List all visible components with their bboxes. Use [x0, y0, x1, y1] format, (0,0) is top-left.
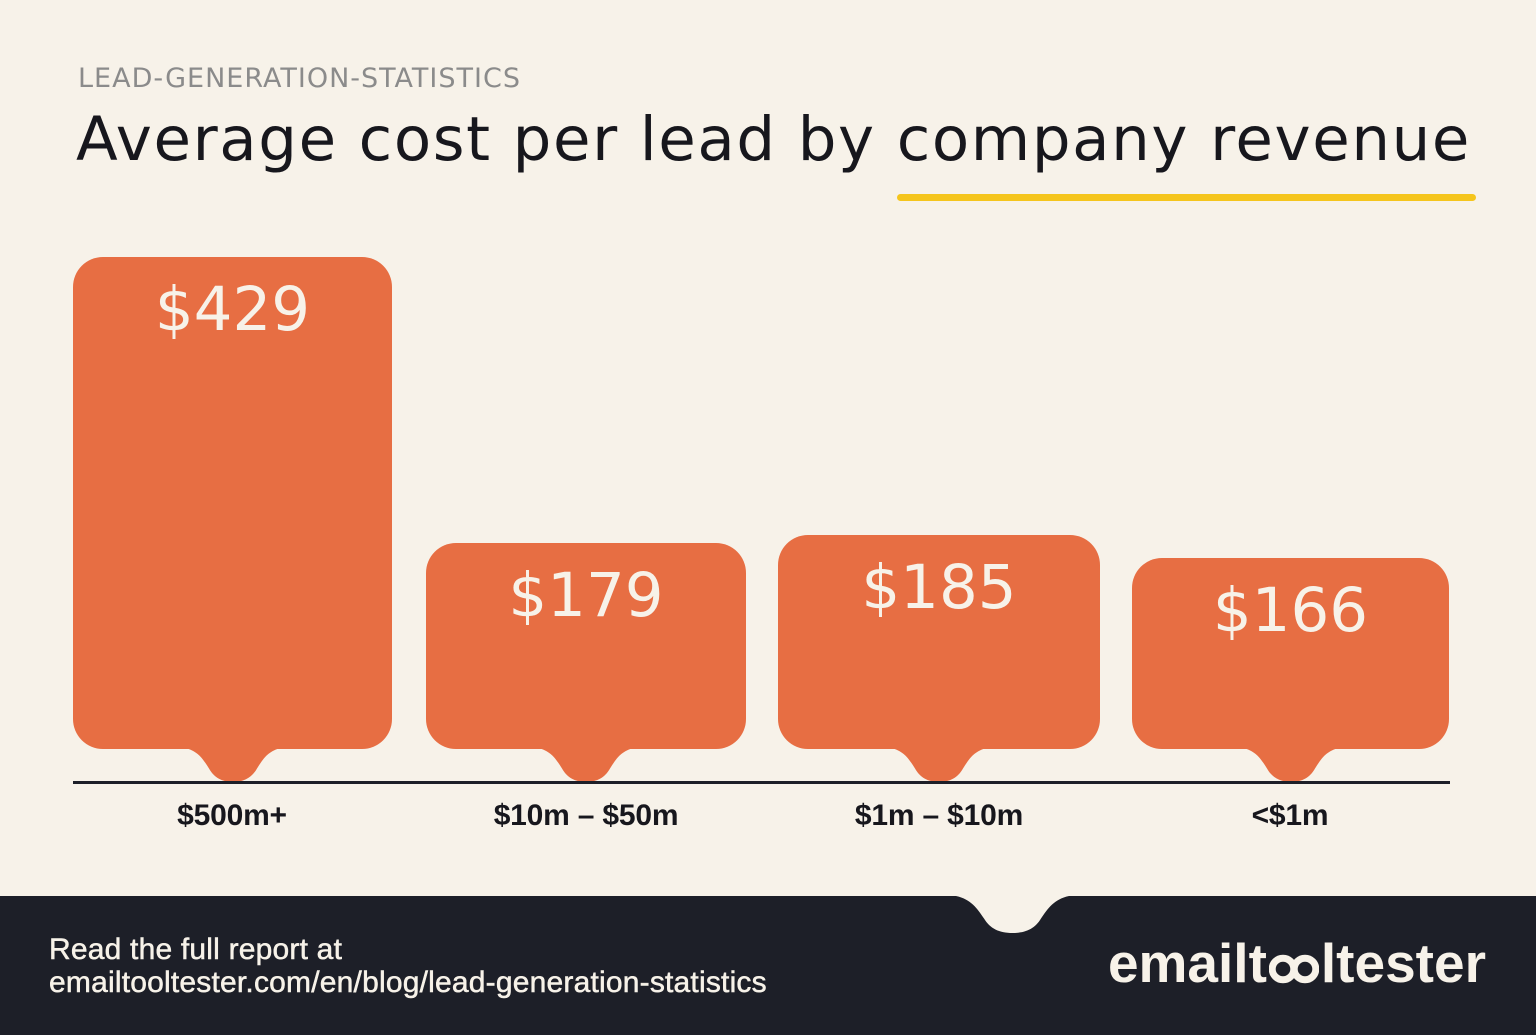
bar-tail-pointer [184, 748, 281, 782]
report-line1: Read the full report at [49, 933, 343, 967]
bar-value-label: $166 [1212, 575, 1369, 646]
title-prefix: Average cost per lead by [76, 104, 897, 175]
bar-10m-50m: $179 [426, 543, 746, 782]
bar-under-1m: $166 [1132, 558, 1449, 782]
report-link-text[interactable]: Read the full report at emailtooltester.c… [49, 933, 767, 1000]
category-label-1m-10m: $1m – $10m [854, 799, 1024, 832]
footer-notch-pointer [956, 896, 1069, 933]
bar-1m-10m: $185 [778, 535, 1100, 782]
x-axis-line [73, 781, 1450, 784]
category-label-under-1m: <$1m [1251, 799, 1329, 832]
bar-value-label: $429 [154, 274, 311, 345]
page-title: Average cost per lead by company revenue [76, 109, 1471, 170]
title-highlight-underlined: company revenue [896, 104, 1472, 175]
logo-text-prefix: emailt [1107, 932, 1267, 994]
category-label-500m-plus: $500m+ [177, 799, 287, 832]
bar-tail-pointer [538, 748, 634, 782]
bar-value-label: $179 [508, 560, 664, 631]
bar-tail-pointer [1242, 748, 1339, 782]
bar-tail-pointer [891, 748, 987, 782]
bar-value-label: $185 [861, 552, 1017, 623]
logo-text-suffix: ltester [1320, 932, 1486, 994]
eyebrow-label: LEAD-GENERATION-STATISTICS [78, 63, 521, 94]
logo-infinity-oo-icon [1268, 954, 1320, 984]
bar-500m-plus: $429 [73, 257, 392, 782]
report-line2: emailtooltester.com/en/blog/lead-generat… [49, 966, 767, 1000]
emailtooltester-logo[interactable]: emailt ltester [1108, 936, 1486, 991]
category-label-10m-50m: $10m – $50m [493, 799, 679, 832]
footer-bar: Read the full report at emailtooltester.c… [0, 896, 1536, 1035]
